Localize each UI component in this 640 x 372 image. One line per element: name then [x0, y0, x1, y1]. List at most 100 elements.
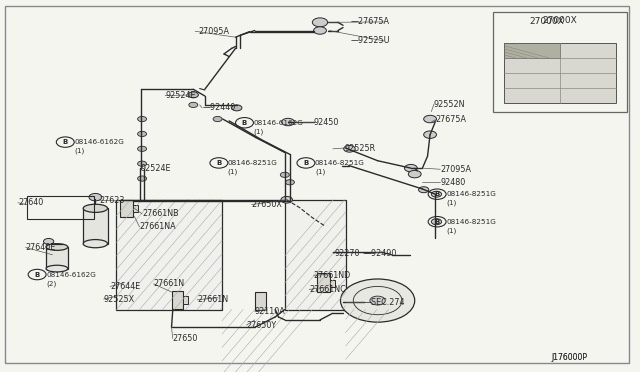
Circle shape	[312, 18, 328, 27]
Circle shape	[370, 296, 385, 305]
Circle shape	[424, 115, 436, 123]
Circle shape	[89, 193, 102, 201]
Text: —92490: —92490	[364, 249, 397, 258]
Circle shape	[138, 146, 147, 151]
Circle shape	[213, 116, 222, 122]
Bar	[493, 12, 627, 112]
Text: (1): (1)	[446, 200, 456, 206]
Circle shape	[340, 279, 415, 322]
Text: J176000P: J176000P	[552, 353, 588, 362]
Circle shape	[285, 180, 294, 185]
Circle shape	[138, 176, 147, 181]
Bar	[255, 292, 266, 310]
Text: B: B	[435, 191, 440, 197]
Text: 08146-8251G: 08146-8251G	[446, 219, 496, 225]
Text: 92110A: 92110A	[255, 307, 285, 316]
Text: 08146-8251G: 08146-8251G	[315, 160, 365, 166]
Text: 27650Y: 27650Y	[246, 321, 276, 330]
Text: B: B	[303, 160, 308, 166]
Circle shape	[424, 131, 436, 138]
Bar	[317, 273, 330, 292]
Text: (1): (1)	[74, 148, 84, 154]
Bar	[120, 200, 133, 217]
Text: (1): (1)	[315, 169, 325, 175]
Text: 92525R: 92525R	[344, 144, 376, 153]
Text: 27650X: 27650X	[252, 200, 282, 209]
Text: 27661N: 27661N	[197, 295, 228, 304]
Circle shape	[138, 116, 147, 122]
Text: B: B	[242, 120, 247, 126]
Bar	[504, 43, 560, 58]
Bar	[172, 291, 183, 309]
Bar	[116, 200, 222, 310]
Text: —92440: —92440	[202, 103, 236, 112]
Bar	[46, 247, 68, 269]
Circle shape	[282, 118, 294, 126]
Text: B: B	[35, 272, 40, 278]
Ellipse shape	[46, 265, 68, 272]
Text: 92524E: 92524E	[141, 164, 172, 173]
Text: —92525U: —92525U	[351, 36, 390, 45]
Circle shape	[189, 102, 198, 108]
Text: 08146-6162G: 08146-6162G	[46, 272, 96, 278]
Text: 27000X: 27000X	[530, 17, 564, 26]
Bar	[183, 296, 188, 304]
Text: 08146-6162G: 08146-6162G	[74, 139, 124, 145]
Circle shape	[431, 191, 442, 197]
Text: —SEC.274: —SEC.274	[364, 298, 405, 307]
Circle shape	[314, 27, 326, 34]
Circle shape	[188, 92, 198, 98]
Ellipse shape	[83, 240, 108, 248]
Text: 27661NC: 27661NC	[309, 285, 346, 294]
Text: (1): (1)	[253, 128, 264, 135]
Bar	[83, 208, 108, 244]
Text: 27640: 27640	[18, 198, 43, 207]
Text: 92270: 92270	[334, 249, 360, 258]
Text: 92480: 92480	[440, 178, 465, 187]
Text: 27650: 27650	[173, 334, 198, 343]
Bar	[504, 43, 616, 103]
Circle shape	[344, 145, 355, 152]
Bar	[27, 196, 94, 219]
Text: —27675A: —27675A	[351, 17, 390, 26]
Circle shape	[138, 131, 147, 137]
Text: 92450: 92450	[314, 118, 339, 126]
Text: 08146-8251G: 08146-8251G	[228, 160, 278, 166]
Text: J176000P: J176000P	[552, 353, 588, 362]
Text: B: B	[216, 160, 221, 166]
Text: 92525X: 92525X	[104, 295, 135, 304]
Text: 27661ND: 27661ND	[314, 271, 351, 280]
Circle shape	[408, 170, 421, 178]
Text: B: B	[63, 139, 68, 145]
Text: 27095A: 27095A	[440, 165, 471, 174]
Text: (2): (2)	[46, 280, 56, 287]
Text: 08146-8251G: 08146-8251G	[446, 191, 496, 197]
Text: 08146-6162G: 08146-6162G	[253, 120, 303, 126]
Text: 27095A: 27095A	[198, 27, 229, 36]
Ellipse shape	[46, 244, 68, 250]
Text: 27640E: 27640E	[26, 243, 56, 252]
Circle shape	[404, 164, 417, 172]
Text: 27000X: 27000X	[543, 16, 577, 25]
Bar	[133, 205, 138, 212]
Text: 27661NA: 27661NA	[140, 222, 176, 231]
Text: 27661N: 27661N	[154, 279, 185, 288]
Circle shape	[431, 219, 442, 225]
Bar	[330, 280, 335, 287]
Text: 92524E: 92524E	[165, 91, 196, 100]
Text: (1): (1)	[228, 169, 238, 175]
Circle shape	[232, 105, 242, 111]
Text: B: B	[435, 219, 440, 225]
Circle shape	[281, 196, 292, 203]
Circle shape	[138, 161, 147, 166]
Circle shape	[419, 187, 429, 193]
Text: (1): (1)	[446, 227, 456, 234]
Bar	[285, 200, 346, 310]
Circle shape	[280, 172, 289, 177]
Text: 27644E: 27644E	[110, 282, 140, 291]
Ellipse shape	[83, 204, 108, 212]
Text: 27661NB: 27661NB	[142, 209, 179, 218]
Text: 27675A: 27675A	[435, 115, 466, 124]
Text: 27623: 27623	[99, 196, 125, 205]
Text: 92552N: 92552N	[434, 100, 465, 109]
